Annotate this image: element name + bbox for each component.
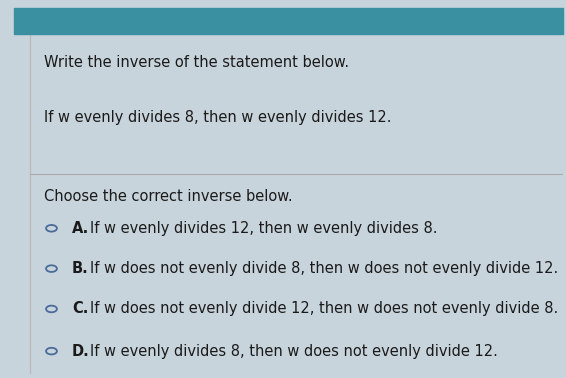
Text: If w evenly divides 8, then w evenly divides 12.: If w evenly divides 8, then w evenly div… — [44, 110, 392, 125]
Text: Choose the correct inverse below.: Choose the correct inverse below. — [44, 189, 293, 204]
Text: If w does not evenly divide 12, then w does not evenly divide 8.: If w does not evenly divide 12, then w d… — [90, 301, 558, 316]
Text: C.: C. — [72, 301, 88, 316]
Text: If w does not evenly divide 8, then w does not evenly divide 12.: If w does not evenly divide 8, then w do… — [90, 261, 558, 276]
Text: Write the inverse of the statement below.: Write the inverse of the statement below… — [44, 55, 349, 70]
Bar — [14, 8, 563, 34]
Text: D.: D. — [72, 344, 89, 359]
Text: A.: A. — [72, 221, 89, 236]
Text: If w evenly divides 8, then w does not evenly divide 12.: If w evenly divides 8, then w does not e… — [90, 344, 498, 359]
Text: If w evenly divides 12, then w evenly divides 8.: If w evenly divides 12, then w evenly di… — [90, 221, 438, 236]
Text: B.: B. — [72, 261, 88, 276]
